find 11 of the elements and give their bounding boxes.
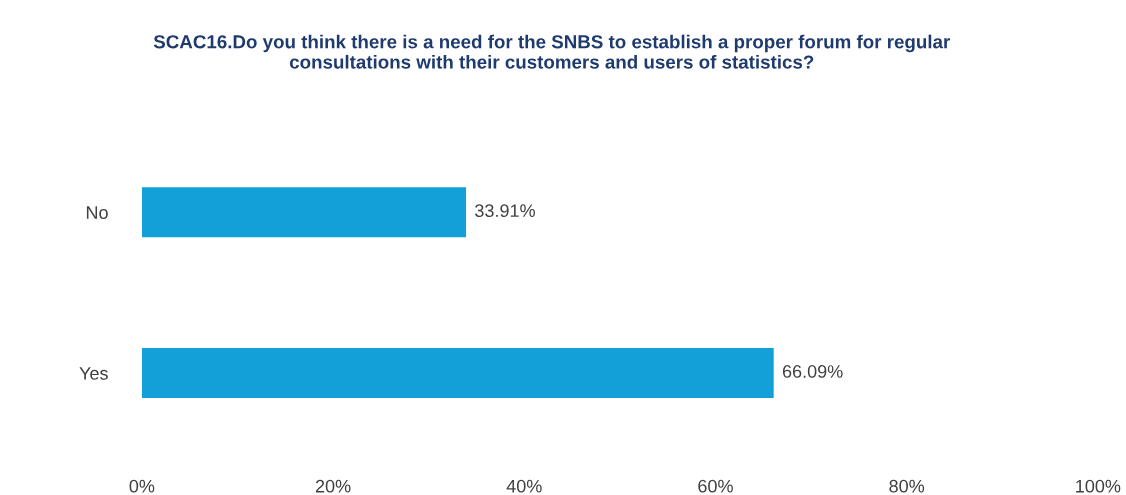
y-tick-label: No bbox=[86, 206, 108, 219]
x-tick-label: 40% bbox=[506, 479, 542, 493]
chart-title: SCAC16.Do you think there is a need for the SNBS to establish a proper forum for regular consultations with their customers and users of statistics? bbox=[153, 34, 950, 69]
x-tick-label: 60% bbox=[698, 479, 733, 493]
x-tick-label: 0% bbox=[129, 479, 155, 493]
y-tick-label: Yes bbox=[79, 367, 108, 380]
x-tick-label: 20% bbox=[315, 479, 351, 493]
x-tick-label: 80% bbox=[889, 479, 925, 493]
x-tick-label: 100% bbox=[1076, 479, 1121, 493]
data-label: 66.09% bbox=[782, 365, 843, 378]
data-label: 33.91% bbox=[475, 204, 535, 218]
